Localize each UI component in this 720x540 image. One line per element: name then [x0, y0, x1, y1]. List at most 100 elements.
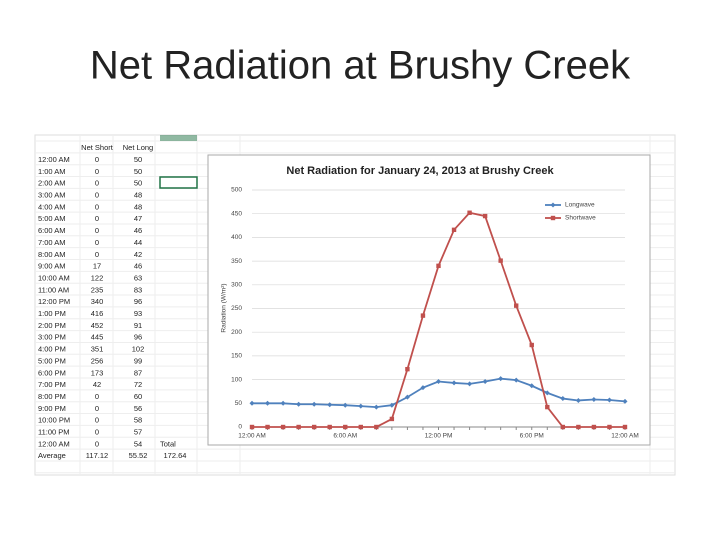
- table-cell: 0: [95, 416, 99, 425]
- table-cell: 87: [134, 368, 142, 377]
- legend-marker: [550, 215, 556, 221]
- table-cell: 173: [91, 368, 104, 377]
- y-tick-label: 150: [231, 353, 242, 360]
- y-tick-label: 450: [231, 210, 242, 217]
- y-tick-label: 100: [231, 376, 242, 383]
- table-cell: 93: [134, 309, 142, 318]
- table-cell: 1:00 AM: [38, 167, 66, 176]
- marker: [249, 400, 255, 406]
- marker: [451, 227, 457, 233]
- marker: [265, 424, 270, 430]
- marker: [373, 404, 379, 410]
- marker: [342, 402, 348, 408]
- column-header: Net Long: [123, 143, 153, 152]
- table-cell: 1:00 PM: [38, 309, 66, 318]
- marker: [545, 404, 550, 410]
- marker: [560, 396, 566, 402]
- marker: [327, 424, 332, 430]
- y-tick-label: 50: [235, 400, 243, 407]
- table-cell: 54: [134, 439, 142, 448]
- table-cell: 50: [134, 155, 142, 164]
- marker: [405, 366, 410, 372]
- table-cell: 99: [134, 356, 142, 365]
- marker: [498, 258, 503, 263]
- y-axis-label: Radiation (W/m²): [221, 283, 228, 332]
- table-cell: 9:00 AM: [38, 262, 66, 271]
- marker: [249, 424, 255, 430]
- table-cell: 416: [91, 309, 104, 318]
- average-cell: 55.52: [129, 451, 148, 460]
- table-cell: 3:00 AM: [38, 191, 66, 200]
- x-tick-label: 12:00 PM: [425, 433, 453, 440]
- marker: [544, 390, 550, 396]
- table-cell: 56: [134, 404, 142, 413]
- table-cell: 63: [134, 273, 142, 282]
- marker: [327, 402, 333, 408]
- table-cell: 17: [93, 262, 101, 271]
- average-cell: 172.64: [164, 451, 187, 460]
- selected-cell: [159, 176, 198, 189]
- marker: [451, 380, 457, 386]
- marker: [591, 397, 597, 403]
- column-highlight: [160, 135, 197, 141]
- marker: [296, 401, 302, 407]
- table-cell: 10:00 PM: [38, 416, 70, 425]
- marker: [420, 313, 426, 318]
- marker: [482, 213, 488, 219]
- marker: [560, 424, 566, 430]
- legend-label: Longwave: [565, 202, 595, 209]
- table-cell: 83: [134, 285, 142, 294]
- marker: [296, 424, 301, 430]
- chart: Net Radiation for January 24, 2013 at Br…: [221, 165, 639, 440]
- marker: [311, 401, 317, 407]
- chart-title: Net Radiation for January 24, 2013 at Br…: [286, 165, 554, 177]
- slide-title: Net Radiation at Brushy Creek: [90, 44, 631, 88]
- table-cell: 445: [91, 333, 104, 342]
- table-cell: 5:00 AM: [38, 214, 66, 223]
- table-cell: 0: [95, 238, 99, 247]
- marker: [622, 424, 628, 430]
- average-label: Average: [38, 451, 66, 460]
- table-cell: 256: [91, 356, 104, 365]
- table-cell: 11:00 AM: [38, 285, 69, 294]
- table-cell: 91: [134, 321, 142, 330]
- y-tick-label: 250: [231, 305, 242, 312]
- total-label: Total: [160, 439, 176, 448]
- table-cell: 452: [91, 321, 104, 330]
- table-cell: 7:00 PM: [38, 380, 66, 389]
- table-cell: 0: [95, 226, 99, 235]
- x-tick-label: 6:00 AM: [333, 433, 357, 440]
- table-cell: 60: [134, 392, 142, 401]
- table-cell: 9:00 PM: [38, 404, 66, 413]
- table-cell: 8:00 PM: [38, 392, 66, 401]
- marker: [591, 424, 597, 430]
- table-cell: 4:00 AM: [38, 202, 66, 211]
- table-cell: 0: [95, 428, 99, 437]
- marker: [606, 397, 612, 403]
- y-tick-label: 200: [231, 329, 242, 336]
- table-cell: 6:00 PM: [38, 368, 66, 377]
- marker: [529, 342, 534, 348]
- marker: [265, 400, 271, 406]
- table-cell: 102: [132, 345, 145, 354]
- y-tick-label: 400: [231, 234, 242, 241]
- table-cell: 42: [93, 380, 101, 389]
- table-cell: 46: [134, 226, 142, 235]
- table-cell: 5:00 PM: [38, 356, 66, 365]
- marker: [467, 381, 473, 387]
- table-cell: 8:00 AM: [38, 250, 66, 259]
- table-cell: 44: [134, 238, 142, 247]
- table: Net Short Net Long 12:00 AM 0 50 1:00 AM 0 50 2:…: [38, 143, 186, 460]
- table-cell: 50: [134, 179, 142, 188]
- table-cell: 7:00 AM: [38, 238, 66, 247]
- table-cell: 0: [95, 179, 99, 188]
- marker: [467, 210, 472, 215]
- table-cell: 0: [95, 439, 99, 448]
- marker: [436, 263, 441, 269]
- average-cell: 117.12: [86, 451, 108, 460]
- table-cell: 0: [95, 167, 99, 176]
- table-cell: 12:00 AM: [38, 155, 70, 164]
- y-tick-label: 300: [231, 282, 242, 289]
- y-tick-label: 0: [238, 424, 242, 431]
- table-cell: 47: [134, 214, 142, 223]
